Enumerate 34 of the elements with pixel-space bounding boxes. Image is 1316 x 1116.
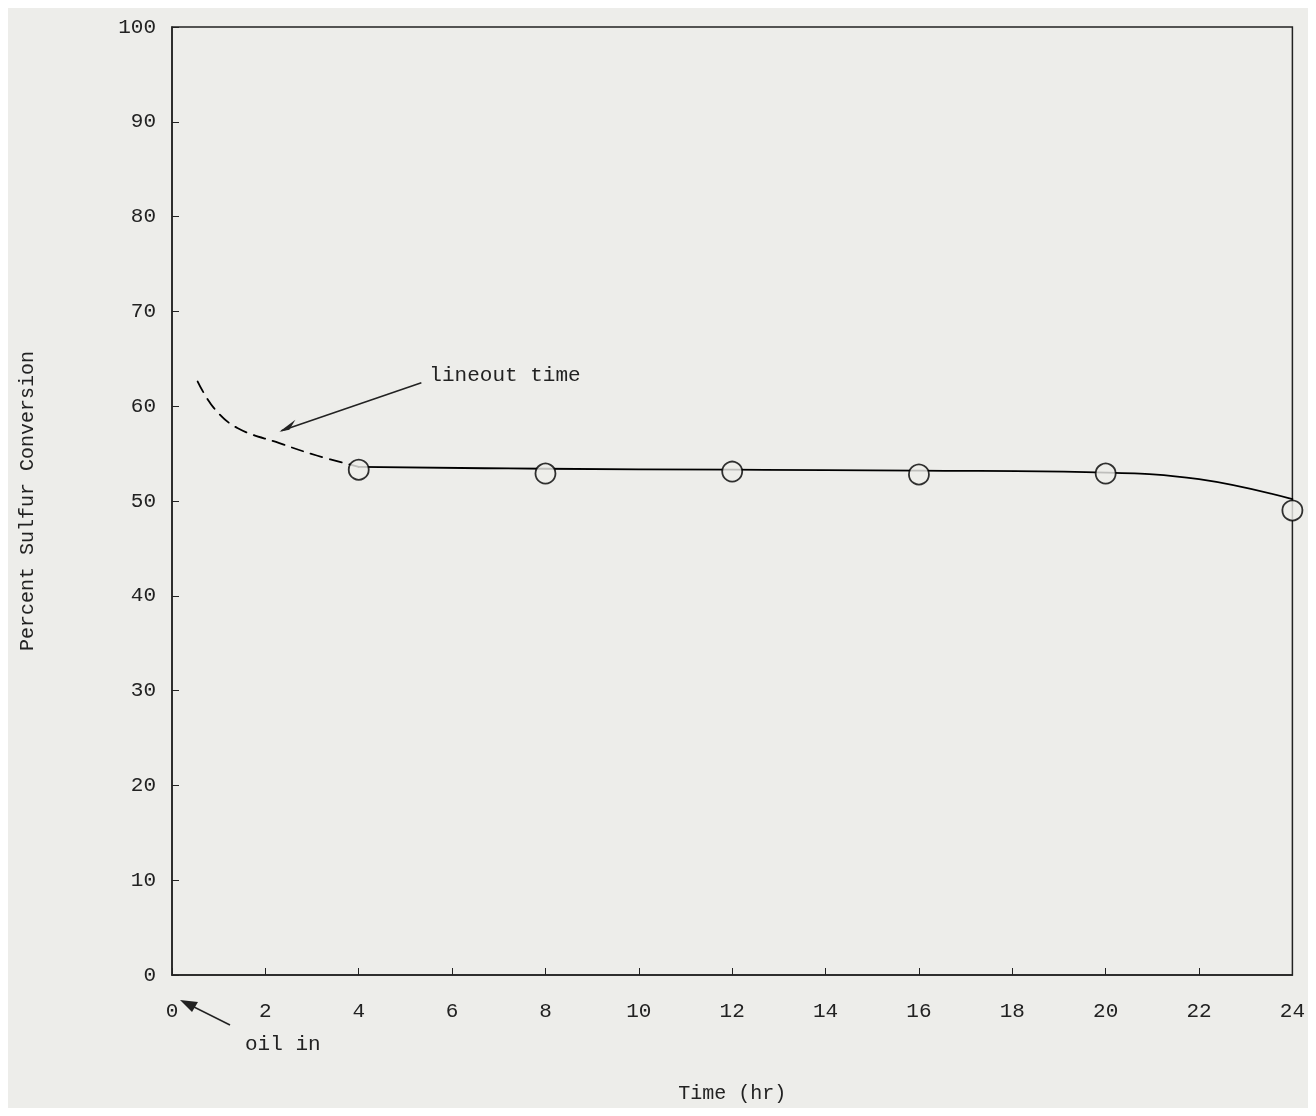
- y-tick-label: 0: [143, 963, 156, 987]
- y-tick-label: 90: [130, 110, 156, 134]
- x-tick-label: 8: [539, 1000, 552, 1023]
- point: [1281, 499, 1304, 522]
- y-tick-label: 40: [130, 584, 156, 608]
- y-tick-label: 20: [130, 773, 156, 797]
- x-tick-label: 16: [906, 1000, 932, 1023]
- x-axis-title: Time (hr): [678, 1081, 787, 1105]
- point: [534, 462, 557, 485]
- y-tick-label: 60: [130, 394, 156, 418]
- x-tick-label: 0: [165, 1000, 179, 1023]
- x-tick-label: 4: [352, 1000, 366, 1023]
- point: [1094, 462, 1117, 485]
- x-tick-label: 18: [999, 1000, 1025, 1023]
- y-tick-label: 70: [130, 299, 156, 323]
- y-tick-label: 30: [130, 679, 156, 703]
- y-axis-title: Percent Sulfur Conversion: [15, 350, 39, 652]
- point: [721, 460, 744, 483]
- x-tick-label: 14: [812, 1000, 839, 1023]
- y-tick-label: 10: [130, 868, 156, 892]
- x-tick-label: 22: [1186, 1000, 1212, 1023]
- x-tick-label: 24: [1279, 1000, 1306, 1023]
- x-tick-label: 6: [445, 1000, 459, 1023]
- x-tick-label: 12: [719, 1000, 745, 1023]
- x-tick-label: 10: [626, 1000, 652, 1023]
- y-tick-label: 50: [130, 489, 156, 513]
- point: [347, 458, 370, 481]
- annotation: lineout time: [429, 363, 581, 387]
- x-tick-label: 20: [1093, 1000, 1119, 1023]
- text: oil in: [245, 1033, 321, 1056]
- x-tick-label: 2: [259, 1000, 272, 1023]
- y-tick-label: 80: [130, 205, 156, 229]
- point: [908, 463, 930, 486]
- y-tick-label: 100: [118, 15, 156, 39]
